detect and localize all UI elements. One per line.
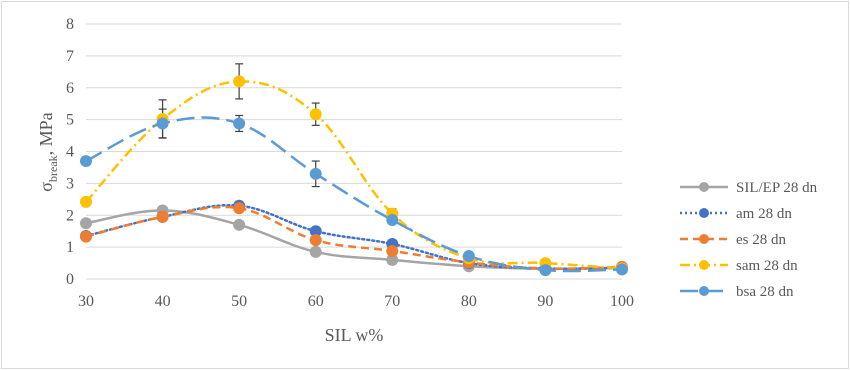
data-point	[309, 167, 322, 180]
data-point	[156, 117, 169, 130]
legend-marker	[699, 260, 709, 270]
data-point	[309, 245, 322, 258]
y-axis-title-unit: , MPa	[36, 112, 56, 155]
legend-label: SIL/EP 28 dn	[736, 180, 818, 196]
y-tick-label: 1	[66, 239, 74, 256]
data-point	[309, 225, 322, 238]
legend-label: sam 28 dn	[736, 258, 798, 274]
x-tick-label: 100	[610, 293, 634, 310]
x-tick-label: 60	[308, 293, 324, 310]
data-point	[233, 117, 246, 130]
series-points	[80, 75, 628, 277]
data-point	[386, 253, 399, 266]
y-tick-label: 5	[66, 112, 74, 129]
data-point	[386, 244, 399, 257]
legend-marker	[699, 182, 709, 192]
data-point	[309, 234, 322, 247]
y-axis-title-symbol: σ	[36, 182, 56, 192]
x-tick-label: 50	[231, 293, 247, 310]
legend: SIL/EP 28 dn am 28 dn es 28 dn sam 28 dn bsa…	[680, 180, 818, 300]
data-point	[80, 217, 92, 230]
legend-marker	[699, 234, 709, 244]
y-tick-label: 2	[66, 207, 74, 224]
legend-marker	[699, 286, 709, 296]
data-point	[539, 264, 552, 277]
y-axis-title: σbreak, MPa	[36, 112, 60, 191]
y-tick-label: 6	[66, 80, 74, 97]
data-point	[156, 210, 169, 223]
data-point	[233, 218, 246, 231]
x-tick-label: 70	[384, 293, 400, 310]
x-tick-label: 90	[537, 293, 553, 310]
data-point	[386, 214, 399, 227]
x-tick-label: 80	[461, 293, 477, 310]
data-point	[233, 75, 246, 88]
legend-label: bsa 28 dn	[736, 284, 794, 300]
y-tick-label: 7	[66, 48, 74, 65]
y-tick-label: 8	[66, 16, 74, 33]
y-tick-label: 0	[66, 271, 74, 288]
x-tick-label: 40	[155, 293, 171, 310]
y-tick-label: 3	[66, 175, 74, 192]
series-line	[85, 205, 623, 270]
legend-label: es 28 dn	[736, 232, 786, 248]
series-lines	[84, 80, 624, 273]
legend-label: am 28 dn	[736, 206, 792, 222]
legend-marker	[699, 208, 709, 218]
data-point	[309, 108, 322, 121]
y-axis-ticks: 0 1 2 3 4 5 6 7 8	[66, 16, 74, 288]
data-point	[80, 230, 92, 243]
x-tick-label: 30	[78, 293, 94, 310]
y-axis-title-subscript: break	[46, 155, 60, 182]
x-axis-ticks: 30 40 50 60 70 80 90 100	[78, 293, 634, 310]
grid-lines	[86, 23, 622, 280]
data-point	[462, 250, 475, 263]
x-axis-title: SIL w%	[325, 325, 384, 345]
data-point	[233, 202, 246, 215]
y-tick-label: 4	[66, 144, 74, 161]
data-point	[80, 155, 92, 168]
data-point	[80, 195, 92, 208]
data-point	[616, 263, 628, 276]
